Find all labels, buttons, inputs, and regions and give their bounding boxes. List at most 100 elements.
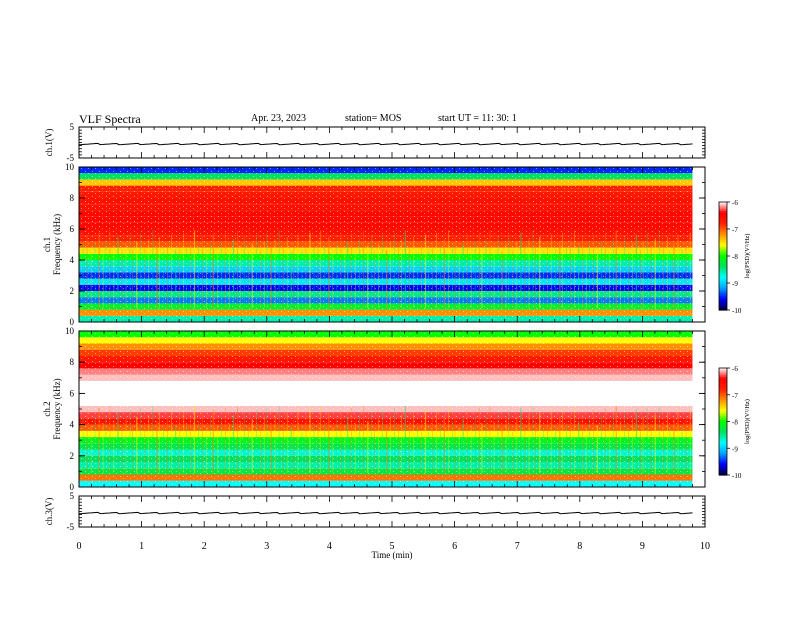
colorbar-segment [719,380,727,383]
colorbar-segment [719,284,727,288]
channel-label: ch.2 [42,401,52,416]
colorbar-segment [719,220,727,223]
colorbar-segment [719,292,727,295]
colorbar-segment [719,275,727,279]
colorbar-segment [719,458,727,462]
x-tick-label: 5 [390,541,395,552]
spectrogram-texture [79,167,693,322]
colorbar-segment [719,202,727,205]
colorbar-segment [719,301,727,304]
colorbar-segment [719,400,727,403]
colorbar-segment [719,398,727,401]
colorbar-segment [719,387,727,390]
colorbar-segment [719,409,727,412]
colorbar-segment [719,430,727,433]
colorbar-tick-label: -6 [732,365,738,373]
colorbar-tick-label: -10 [732,472,742,480]
x-tick-label: 3 [264,541,269,552]
colorbar-segment [719,384,727,387]
colorbar-segment [719,385,727,389]
colorbar-segment [719,295,727,298]
colorbar-label: log(PSD)(V²/Hz) [744,234,751,279]
colorbar-segment [719,277,727,280]
colorbar-segment [719,373,727,376]
y-tick-label: -5 [67,522,75,532]
colorbar-segment [719,423,727,426]
y-tick-label: 4 [70,255,75,265]
colorbar-segment [719,432,727,435]
colorbar-segment [719,211,727,214]
colorbar-segment [719,394,727,398]
colorbar-tick-label: -10 [732,307,742,315]
colorbar-segment [719,279,727,282]
colorbar-segment [719,412,727,415]
colorbar-segment [719,401,727,405]
colorbar-tick-label: -9 [732,445,738,453]
colorbar-segment [719,442,727,446]
colorbar-segment [719,428,727,432]
colorbar-tick-label: -7 [732,392,738,400]
waveform-line [78,142,693,146]
colorbar-segment [719,263,727,266]
colorbar-segment [719,460,727,464]
start-time-label: start UT = 11: 30: 1 [438,113,517,124]
colorbar-segment [719,389,727,392]
colorbar-segment [719,391,727,394]
colorbar-segment [719,467,727,471]
colorbar-segment [719,421,727,424]
colorbar-segment [719,396,727,399]
colorbar-segment [719,417,727,421]
colorbar-segment [719,416,727,419]
colorbar-segment [719,247,727,250]
y-tick-label: 8 [70,193,75,203]
y-tick-label: 5 [70,122,75,132]
colorbar-tick-label: -6 [732,199,738,207]
colorbar-segment [719,265,727,268]
colorbar-segment [719,437,727,440]
x-tick-label: 1 [139,541,144,552]
y-tick-label: -5 [67,153,75,163]
colorbar-segment [719,234,727,237]
colorbar-segment [719,444,727,448]
colorbar-segment [719,464,727,467]
colorbar-segment [719,410,727,414]
colorbar-tick-label: -9 [732,280,738,288]
x-tick-label: 6 [452,541,457,552]
colorbar-segment [719,205,727,208]
colorbar-segment [719,376,727,380]
y-tick-label: 2 [70,451,75,461]
colorbar-segment [719,455,727,458]
colorbar-segment [719,239,727,243]
y-tick-label: 6 [70,224,75,234]
colorbar-segment [719,462,727,465]
colorbar-segment [719,248,727,252]
colorbar-segment [719,414,727,417]
x-tick-label: 4 [327,541,332,552]
colorbar-segment [719,230,727,234]
station-label: station= MOS [345,113,402,124]
colorbar-segment [719,435,727,439]
y-tick-label: 10 [65,162,75,172]
colorbar-segment [719,302,727,306]
colorbar-segment [719,212,727,216]
colorbar-segment [719,375,727,378]
colorbar-segment [719,405,727,408]
colorbar-segment [719,433,727,437]
colorbar-segment [719,268,727,271]
colorbar-segment [719,274,727,277]
colorbar-segment [719,453,727,456]
colorbar-tick-label: -7 [732,226,738,234]
colorbar-segment [719,419,727,423]
colorbar-segment [719,382,727,385]
colorbar-segment [719,254,727,257]
colorbar-segment [719,407,727,410]
colorbar-segment [719,214,727,217]
x-tick-label: 2 [202,541,207,552]
colorbar-segment [719,471,727,474]
colorbar-segment [719,403,727,407]
colorbar-label: log(PSD)(V²/Hz) [744,399,751,444]
colorbar-segment [719,451,727,455]
y-tick-label: 6 [70,388,75,398]
